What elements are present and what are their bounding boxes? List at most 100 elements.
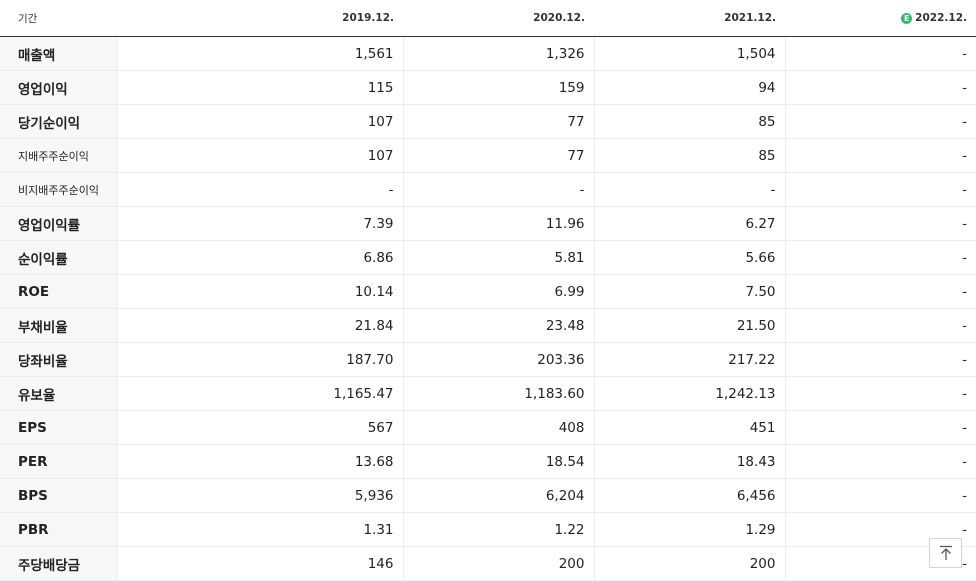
row-label: PER (0, 444, 117, 479)
table-row: 당기순이익 107 77 85- (0, 104, 976, 139)
row-value: 567 (116, 410, 403, 445)
row-value: 6,456 (593, 478, 785, 513)
row-value: 1,183.60 (402, 376, 594, 411)
estimate-badge-icon: E (901, 13, 913, 24)
row-label: EPS (0, 410, 117, 445)
row-value: 77 (402, 104, 594, 139)
row-value: - (784, 206, 976, 241)
row-value: 85 (593, 138, 785, 173)
row-label: 당기순이익 (0, 104, 117, 139)
row-value: 77 (402, 138, 594, 173)
table-row: 유보율 1,165.47 1,183.60 1,242.13- (0, 376, 976, 411)
row-label: 순이익률 (0, 240, 117, 275)
row-label: 비지배주주순이익 (0, 172, 117, 207)
period-header: 기간 (0, 0, 117, 37)
row-value: 18.54 (402, 444, 594, 479)
row-value: 451 (593, 410, 785, 445)
row-value: 6.27 (593, 206, 785, 241)
row-label: PBR (0, 512, 117, 547)
row-value: 107 (116, 104, 403, 139)
row-value: 23.48 (402, 308, 594, 343)
table-row: 당좌비율 187.70 203.36 217.22- (0, 342, 976, 377)
row-value: 408 (402, 410, 594, 445)
table-row: 부채비율 21.84 23.48 21.50- (0, 308, 976, 343)
row-value: 6.86 (116, 240, 403, 275)
table-row: 지배주주순이익 107 77 85- (0, 138, 976, 173)
row-value: 187.70 (116, 342, 403, 377)
row-value: 7.39 (116, 206, 403, 241)
row-label: 매출액 (0, 36, 117, 71)
row-label: 영업이익률 (0, 206, 117, 241)
period-2021: 2021.12. (594, 0, 785, 37)
table-row: 비지배주주순이익 - - - - (0, 172, 976, 207)
row-value: 107 (116, 138, 403, 173)
table-row: 순이익률 6.86 5.81 5.66- (0, 240, 976, 275)
row-value: - (784, 36, 976, 71)
table-row: 영업이익률 7.39 11.96 6.27- (0, 206, 976, 241)
header-row: 기간 2019.12. 2020.12. 2021.12. E 2022.12. (0, 0, 976, 37)
row-value: 1.22 (402, 512, 594, 547)
row-value: - (784, 308, 976, 343)
table-row: PBR 1.31 1.22 1.29- (0, 512, 976, 547)
table-row: 주당배당금 146 200 200- (0, 546, 976, 581)
row-value: - (784, 172, 976, 207)
row-value: 10.14 (116, 274, 403, 309)
row-value: 159 (402, 70, 594, 105)
arrow-up-icon (940, 545, 952, 560)
row-label: 부채비율 (0, 308, 117, 343)
row-value: 6,204 (402, 478, 594, 513)
row-value: 1,242.13 (593, 376, 785, 411)
table-row: ROE 10.14 6.99 7.50- (0, 274, 976, 309)
row-value: 1,326 (402, 36, 594, 71)
row-value: 217.22 (593, 342, 785, 377)
row-value: 200 (402, 546, 594, 581)
row-value: 115 (116, 70, 403, 105)
row-label: 유보율 (0, 376, 117, 411)
row-value: - (784, 444, 976, 479)
row-value: 94 (593, 70, 785, 105)
row-value: - (784, 376, 976, 411)
period-2022-label: 2022.12. (915, 12, 967, 24)
row-value: 11.96 (402, 206, 594, 241)
row-value: 13.68 (116, 444, 403, 479)
row-value: - (784, 70, 976, 105)
row-label: 당좌비율 (0, 342, 117, 377)
row-value: 21.84 (116, 308, 403, 343)
period-2020: 2020.12. (403, 0, 594, 37)
row-label: 영업이익 (0, 70, 117, 105)
period-2019: 2019.12. (117, 0, 403, 37)
row-value: - (784, 342, 976, 377)
row-value: - (784, 478, 976, 513)
scroll-to-top-button[interactable] (929, 538, 962, 568)
row-value: 21.50 (593, 308, 785, 343)
table-row: 매출액 1,561 1,326 1,504- (0, 36, 976, 71)
row-value: - (116, 172, 403, 207)
row-value: 5.81 (402, 240, 594, 275)
row-label: 지배주주순이익 (0, 138, 117, 173)
row-label: 주당배당금 (0, 546, 117, 581)
row-value: - (784, 138, 976, 173)
table-row: PER 13.68 18.54 18.43- (0, 444, 976, 479)
row-value: - (784, 104, 976, 139)
row-value: 5.66 (593, 240, 785, 275)
row-value: 1,504 (593, 36, 785, 71)
row-value: 146 (116, 546, 403, 581)
row-value: 1,165.47 (116, 376, 403, 411)
table-row: 영업이익 115 159 94- (0, 70, 976, 105)
row-value: - (593, 172, 785, 207)
period-2022-estimate: E 2022.12. (785, 0, 976, 37)
row-value: 1.29 (593, 512, 785, 547)
row-value: 7.50 (593, 274, 785, 309)
row-label: ROE (0, 274, 117, 309)
row-value: - (784, 240, 976, 275)
table-body: 매출액 1,561 1,326 1,504- 영업이익 115 159 94- 당기순이익 107… (0, 36, 976, 581)
row-value: 85 (593, 104, 785, 139)
row-value: 1.31 (116, 512, 403, 547)
row-value: 18.43 (593, 444, 785, 479)
row-value: - (402, 172, 594, 207)
table-row: BPS 5,936 6,204 6,456- (0, 478, 976, 513)
row-value: - (784, 274, 976, 309)
row-value: - (784, 410, 976, 445)
row-value: 203.36 (402, 342, 594, 377)
